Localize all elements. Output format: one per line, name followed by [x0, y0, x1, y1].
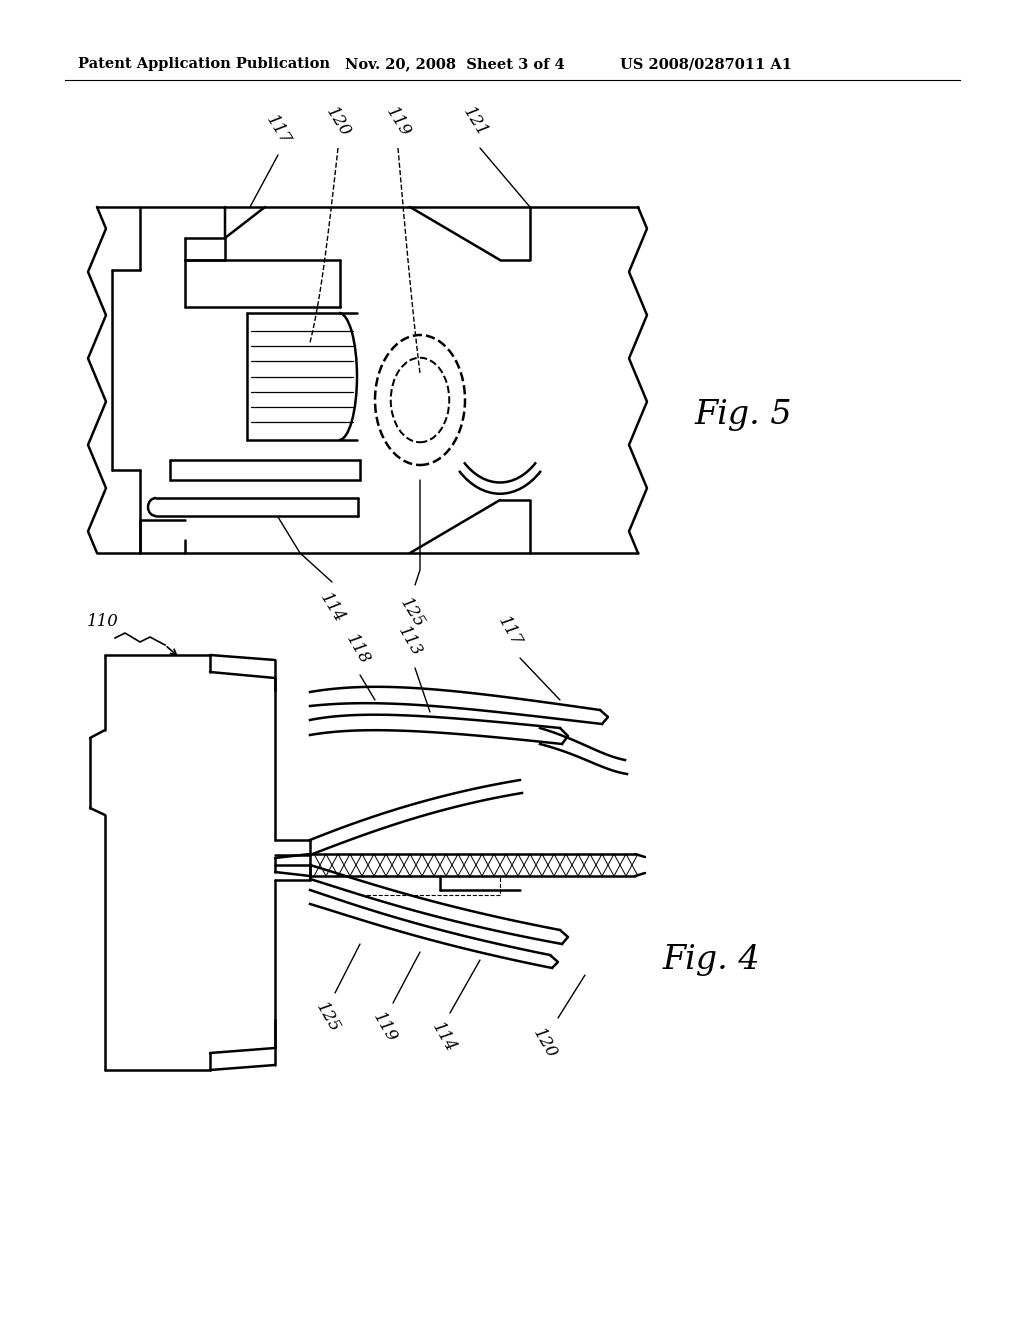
- Text: 125: 125: [312, 1001, 343, 1036]
- Text: 120: 120: [529, 1026, 560, 1061]
- Text: Fig. 5: Fig. 5: [695, 399, 793, 432]
- Text: 117: 117: [262, 112, 294, 148]
- Text: Fig. 4: Fig. 4: [663, 944, 761, 975]
- Text: 125: 125: [396, 595, 428, 631]
- Text: 119: 119: [370, 1010, 400, 1047]
- Text: 110: 110: [87, 612, 119, 630]
- Text: 118: 118: [343, 632, 374, 668]
- Text: 120: 120: [323, 104, 353, 140]
- Text: 117: 117: [495, 614, 525, 649]
- Text: 113: 113: [394, 624, 425, 660]
- Text: 114: 114: [429, 1020, 460, 1056]
- Text: 121: 121: [460, 104, 490, 140]
- Text: Nov. 20, 2008  Sheet 3 of 4: Nov. 20, 2008 Sheet 3 of 4: [345, 57, 565, 71]
- Text: Patent Application Publication: Patent Application Publication: [78, 57, 330, 71]
- Text: 119: 119: [382, 104, 414, 140]
- Text: US 2008/0287011 A1: US 2008/0287011 A1: [620, 57, 792, 71]
- Text: 114: 114: [316, 590, 348, 626]
